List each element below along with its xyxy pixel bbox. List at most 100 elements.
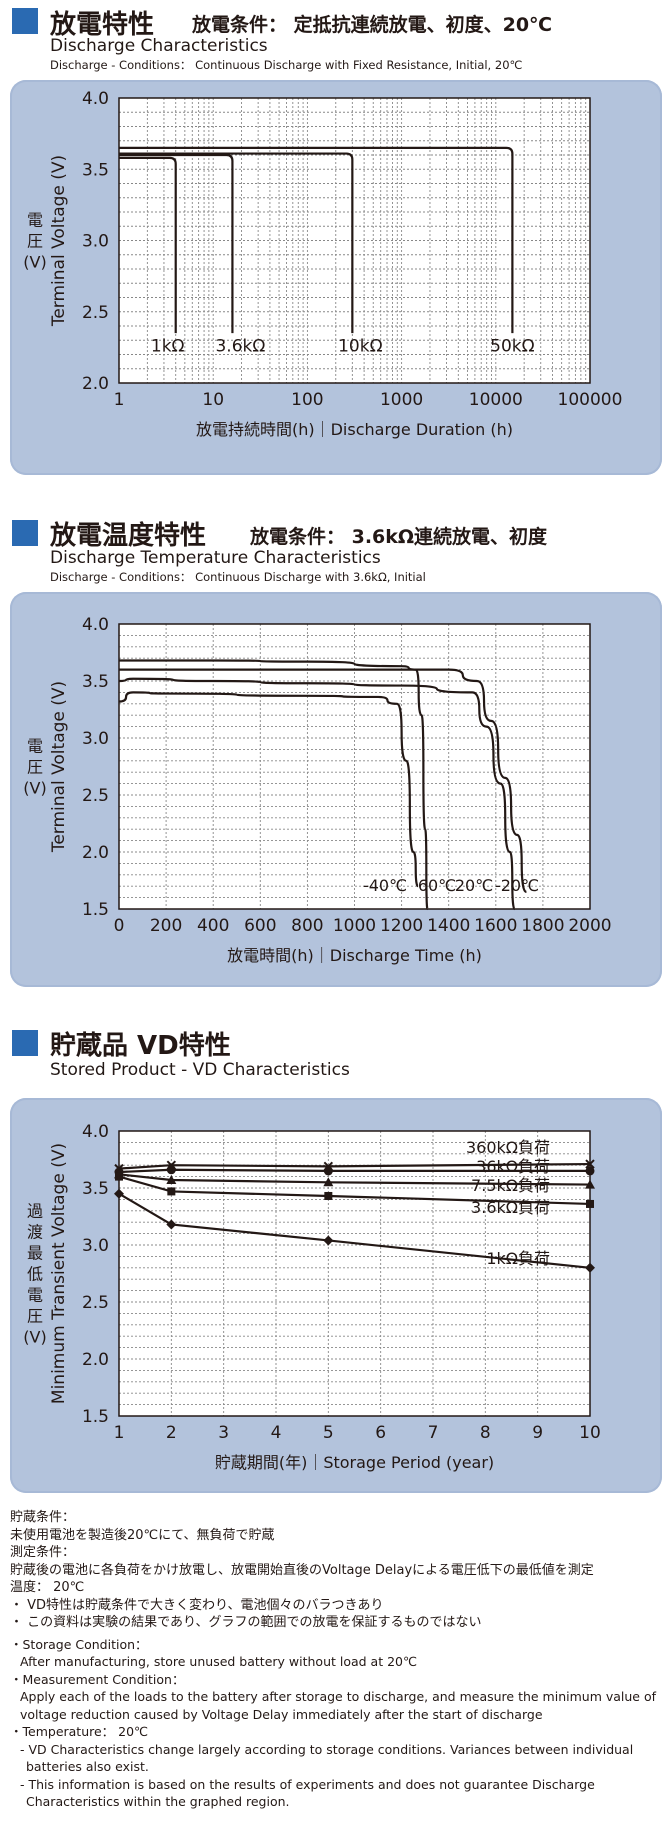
- data-point-square: [586, 1199, 594, 1208]
- note-line-en: - VD Characteristics change largely acco…: [20, 1741, 634, 1757]
- x-tick-label: 10: [579, 1423, 601, 1443]
- chart-panel-1: 2.0 2.5 3.0 3.5 4.0 1 10 100 1000 10000 100000 放電持続…: [10, 80, 662, 475]
- series-label: 3.6kΩ: [215, 337, 265, 357]
- x-tick-label: 1000: [380, 390, 423, 410]
- series-line: [118, 1162, 591, 1170]
- data-point-circle: [166, 1165, 176, 1175]
- y-tick-label: 3.0: [82, 232, 109, 252]
- series-label: -20℃: [495, 876, 539, 895]
- series-label: 50kΩ: [490, 337, 534, 357]
- section-marker-icon: [12, 8, 38, 34]
- discharge-condition-jp: 放電条件： 3.6kΩ連続放電、初度: [250, 526, 548, 548]
- y-axis-title-jp: 圧: [27, 758, 43, 777]
- note-line-en: ・Storage Condition：: [10, 1636, 148, 1652]
- data-point-circle: [323, 1166, 333, 1176]
- plot-frame: [118, 623, 591, 910]
- y-axis-title-en: Minimum Transient Voltage (V): [49, 1143, 69, 1404]
- x-tick-label: 4: [271, 1423, 282, 1443]
- y-tick-label: 3.5: [82, 160, 109, 180]
- series-line: [118, 1192, 591, 1269]
- series-line: [119, 659, 429, 911]
- x-tick-label: 1800: [521, 916, 564, 936]
- x-tick-label: 1000: [333, 916, 376, 936]
- y-tick-label: 3.5: [82, 1179, 109, 1199]
- y-axis-title-en: Terminal Voltage (V): [49, 155, 69, 327]
- plot-area: [119, 1131, 590, 1416]
- series-line: [118, 1173, 591, 1186]
- series-line: [118, 1168, 590, 1174]
- y-axis-title-en: Terminal Voltage (V): [49, 681, 69, 853]
- x-tick-label: 800: [291, 916, 323, 936]
- y-axis-title-jp: 過: [27, 1202, 43, 1221]
- x-tick-label: 1: [114, 390, 125, 410]
- note-line-jp: 未使用電池を製造後20℃にて、無負荷で貯蔵: [10, 1527, 275, 1543]
- x-tick-label: 6: [375, 1423, 386, 1443]
- series-label: 3.6kΩ負荷: [471, 1198, 550, 1217]
- y-axis-title-jp: (V): [23, 1328, 46, 1347]
- plot-frame: [118, 1130, 591, 1417]
- series-line: [118, 1175, 591, 1206]
- section-title-jp: 放電温度特性: [50, 521, 207, 551]
- discharge-condition-en: Discharge - Conditions： Continuous Disch…: [50, 58, 523, 72]
- section-title-en: Discharge Temperature Characteristics: [50, 548, 381, 568]
- note-line-en: After manufacturing, store unused batter…: [20, 1654, 418, 1669]
- note-line-en: Characteristics within the graphed regio…: [26, 1794, 290, 1809]
- x-tick-label: 400: [197, 916, 229, 936]
- x-axis-title: 放電持続時間(h)｜Discharge Duration (h): [196, 420, 513, 439]
- discharge-condition-en: Discharge - Conditions： Continuous Disch…: [50, 570, 426, 584]
- x-tick-label: 0: [114, 916, 125, 936]
- y-axis-title-jp: 電: [27, 1286, 43, 1305]
- discharge-characteristics-chart: 2.0 2.5 3.0 3.5 4.0 1 10 100 1000 10000 100000 放電持続…: [23, 89, 622, 439]
- data-point-square: [115, 1172, 123, 1181]
- y-tick-label: 3.5: [82, 672, 109, 692]
- data-point-diamond: [166, 1219, 177, 1230]
- note-line-en: ・Temperature： 20℃: [10, 1724, 149, 1739]
- note-line-jp: ・ この資料は実験の結果であり、グラフの範囲での放電を保証するものではない: [10, 1615, 482, 1630]
- x-tick-label: 1200: [380, 916, 423, 936]
- y-tick-label: 2.5: [82, 1293, 109, 1313]
- data-point-triangle: [323, 1177, 334, 1187]
- data-point-diamond: [323, 1235, 334, 1246]
- section-title-jp: 貯蔵品 VD特性: [50, 1031, 231, 1061]
- y-tick-label: 2.0: [82, 843, 109, 863]
- y-tick-label: 1.5: [82, 900, 109, 920]
- series-line: [118, 691, 419, 888]
- y-axis-title-jp: 電: [27, 211, 43, 230]
- note-line-jp: 測定条件：: [10, 1545, 76, 1560]
- series-line: [118, 668, 527, 893]
- note-line-jp: 温度： 20℃: [10, 1580, 85, 1595]
- section-title-en: Discharge Characteristics: [50, 36, 268, 56]
- x-tick-label: 10000: [469, 390, 523, 410]
- section-title-jp: 放電特性: [50, 10, 155, 40]
- x-tick-label: 1600: [474, 916, 517, 936]
- note-line-jp: ・ VD特性は貯蔵条件で大きく変わり、電池個々のバラつきあり: [10, 1597, 384, 1613]
- note-line-jp: 貯蔵条件：: [10, 1510, 76, 1525]
- y-tick-label: 4.0: [82, 89, 109, 109]
- x-tick-label: 1400: [427, 916, 470, 936]
- x-axis-title: 貯蔵期間(年)｜Storage Period (year): [215, 1453, 494, 1472]
- x-tick-label: 600: [244, 916, 276, 936]
- x-tick-label: 9: [532, 1423, 543, 1443]
- stored-product-vd-chart: 1.5 2.0 2.5 3.0 3.5 4.0 1 2 3 4 5 6 7 8 9 10 貯蔵期間(年)｜Sto…: [23, 1122, 601, 1472]
- series-label: 10kΩ: [338, 337, 382, 357]
- series-label: 36kΩ負荷: [476, 1157, 550, 1176]
- y-axis-title-jp: (V): [23, 253, 46, 272]
- series-line: [119, 152, 354, 334]
- y-axis-title-jp: 低: [27, 1265, 43, 1284]
- series-label: 360kΩ負荷: [466, 1138, 550, 1157]
- x-tick-label: 100: [291, 390, 323, 410]
- note-line-en: voltage reduction caused by Voltage Dela…: [20, 1706, 543, 1722]
- series-label: -40℃: [363, 876, 407, 895]
- x-tick-label: 1: [114, 1423, 125, 1443]
- x-tick-label: 3: [218, 1423, 229, 1443]
- discharge-temperature-chart: 1.52.02.53.03.54.00 200 400 600 800 1000 1200 1…: [23, 615, 611, 965]
- y-axis-title-jp: 電: [27, 737, 43, 756]
- y-axis-title-jp: (V): [23, 779, 46, 798]
- x-tick-label: 2: [166, 1423, 177, 1443]
- y-tick-label: 2.0: [82, 374, 109, 394]
- chart-panel-2: 1.5 2.0 2.5 3.0 3.5 4.0 0 200 400 600 800 1000 1200 1…: [10, 592, 662, 987]
- series-label: 1kΩ: [151, 337, 185, 357]
- data-point-triangle: [166, 1175, 177, 1185]
- x-tick-label: 10: [202, 390, 224, 410]
- y-tick-label: 2.0: [82, 1350, 109, 1370]
